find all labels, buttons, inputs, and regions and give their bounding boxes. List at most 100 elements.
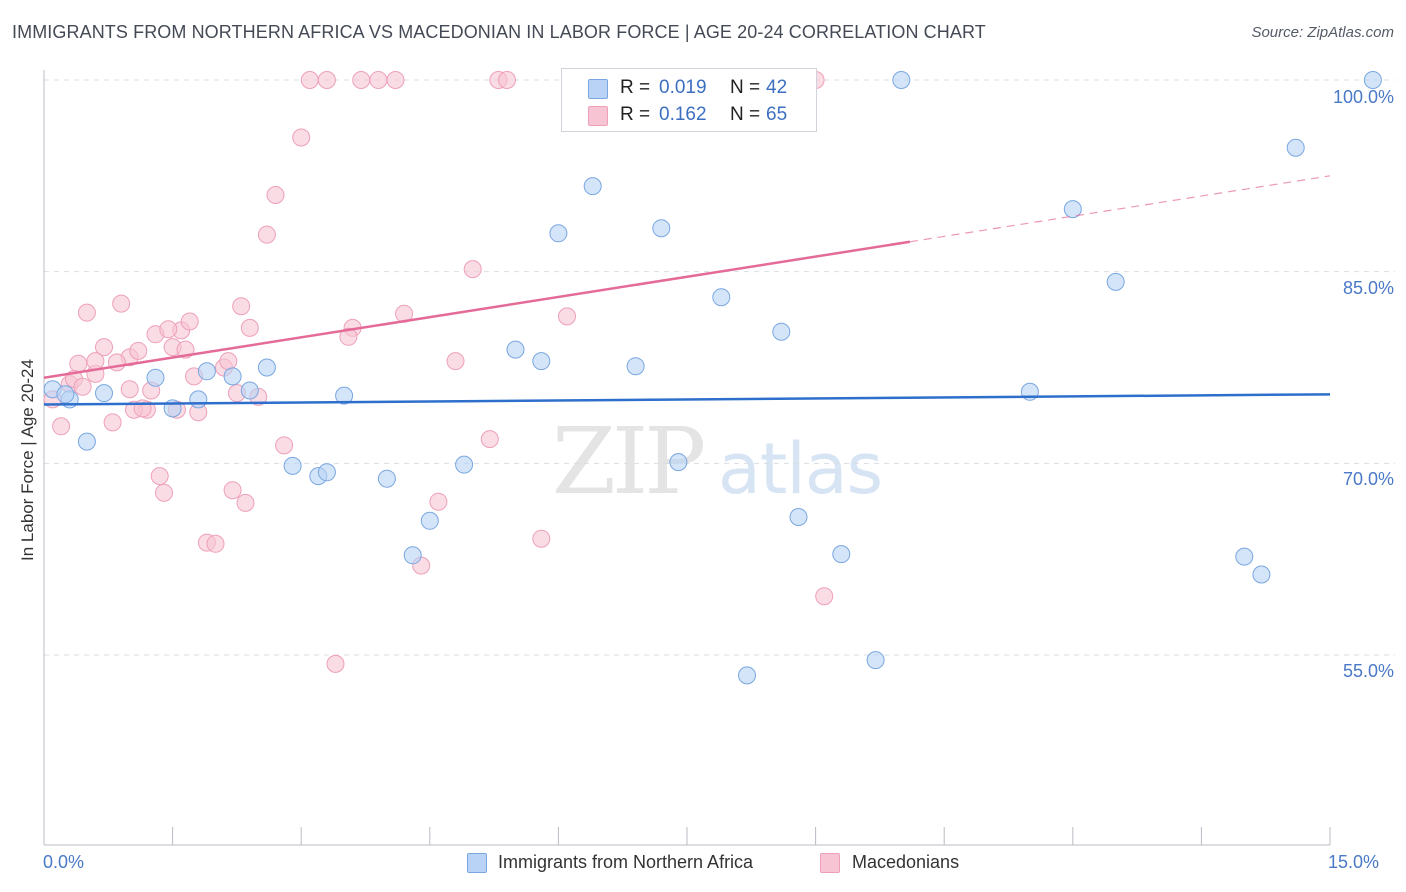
northern-africa-point: [866, 651, 885, 670]
northern-africa-point: [1106, 272, 1125, 291]
northern-africa-point: [712, 288, 731, 307]
macedonians-point: [352, 71, 371, 89]
northern-africa-point: [257, 358, 276, 377]
legend-n-value: 65: [766, 104, 788, 125]
northern-africa-point: [240, 381, 259, 400]
macedonians-point: [159, 320, 178, 339]
macedonians-point: [232, 297, 251, 316]
pink-swatch: [588, 106, 608, 126]
watermark-atlas: atlas: [718, 428, 883, 510]
legend-n-label: N =: [730, 77, 761, 98]
northern-africa-point: [317, 463, 336, 482]
northern-africa-point: [1063, 200, 1082, 219]
y-tick-label: 100.0%: [1332, 87, 1394, 107]
macedonians-point: [480, 430, 499, 449]
correlation-legend: R = 0.019 N = 42 R = 0.162 N = 65: [561, 68, 817, 132]
macedonians-point: [369, 71, 388, 89]
northern-africa-point: [772, 322, 791, 341]
macedonians-point: [180, 312, 199, 331]
macedonians-point: [429, 492, 448, 511]
northern-africa-point: [1235, 547, 1254, 566]
macedonians-point: [150, 467, 169, 486]
macedonians-point: [95, 338, 113, 357]
northern-africa-point: [77, 432, 96, 451]
chart-title: IMMIGRANTS FROM NORTHERN AFRICA VS MACED…: [12, 22, 986, 42]
macedonians-point: [69, 354, 88, 373]
legend-r-value: 0.019: [659, 77, 707, 98]
northern-africa-point: [335, 386, 354, 405]
northern-africa-point: [146, 368, 165, 387]
y-tick-label: 85.0%: [1342, 278, 1394, 298]
macedonians-point: [219, 352, 238, 371]
macedonians-point: [498, 71, 516, 89]
macedonians-point: [326, 654, 345, 673]
northern-africa-point: [669, 453, 688, 472]
macedonians-point: [815, 587, 834, 606]
northern-africa-point: [197, 362, 216, 381]
northern-africa-point: [549, 224, 568, 243]
macedonians-point: [292, 128, 311, 147]
northern-africa-point: [420, 511, 439, 530]
axes: [43, 70, 1331, 846]
northern-africa-point: [652, 219, 671, 238]
macedonians-trend-extension: [909, 175, 1331, 243]
macedonians-point: [103, 413, 122, 432]
y-tick-label: 55.0%: [1342, 661, 1394, 681]
macedonians-point: [133, 399, 152, 418]
northern-africa-point: [223, 367, 242, 386]
macedonians-point: [52, 417, 71, 436]
macedonians-point: [275, 436, 294, 455]
northern-africa-point: [789, 508, 808, 526]
northern-africa-point: [583, 177, 602, 196]
gridlines: [44, 79, 1395, 656]
legend-r-label: R =: [620, 77, 651, 98]
macedonians-point: [300, 71, 319, 89]
macedonians-point: [446, 352, 465, 371]
northern-africa-point: [832, 545, 851, 564]
y-tick-label: 70.0%: [1342, 469, 1394, 489]
bottom-legend-blue-swatch: [467, 853, 487, 873]
macedonians-point: [86, 352, 105, 371]
northern-africa-point: [626, 357, 645, 376]
macedonians-point: [339, 327, 358, 346]
northern-africa-point: [1252, 565, 1271, 584]
blue-swatch: [588, 79, 608, 99]
legend-r-value: 0.162: [659, 104, 707, 125]
source-label: Source: ZipAtlas.com: [1251, 24, 1394, 41]
macedonians-point: [223, 481, 242, 500]
northern-africa-point: [56, 385, 75, 404]
bottom-legend-macedonians: Macedonians: [852, 852, 960, 872]
northern-africa-point: [1363, 71, 1382, 89]
northern-africa-trend-line: [43, 393, 1331, 406]
northern-africa-points: [43, 71, 1382, 685]
northern-africa-point: [738, 666, 756, 685]
x-tick-label-max: 15.0%: [1328, 852, 1380, 872]
northern-africa-point: [403, 546, 422, 565]
macedonians-point: [73, 377, 92, 396]
macedonians-point: [120, 380, 139, 399]
northern-africa-point: [95, 384, 113, 403]
northern-africa-point: [1286, 138, 1305, 157]
northern-africa-point: [377, 469, 396, 488]
macedonians-point: [236, 493, 255, 512]
macedonians-point: [317, 71, 336, 89]
northern-africa-point: [189, 390, 208, 409]
macedonians-point: [206, 534, 225, 553]
macedonians-point: [558, 307, 576, 326]
macedonians-point: [112, 294, 131, 313]
northern-africa-point: [892, 71, 911, 89]
legend-n-value: 42: [766, 77, 788, 98]
y-axis-label: In Labor Force | Age 20-24: [18, 359, 37, 561]
northern-africa-point: [532, 352, 551, 371]
legend-n-label: N =: [730, 104, 761, 125]
x-tick-label-min: 0.0%: [43, 852, 85, 872]
macedonians-point: [257, 225, 276, 244]
northern-africa-point: [506, 340, 525, 359]
macedonians-point: [77, 303, 96, 322]
macedonians-point: [155, 483, 173, 502]
northern-africa-point: [283, 456, 302, 475]
macedonians-point: [532, 529, 551, 548]
macedonians-point: [386, 71, 405, 89]
northern-africa-point: [455, 455, 474, 474]
